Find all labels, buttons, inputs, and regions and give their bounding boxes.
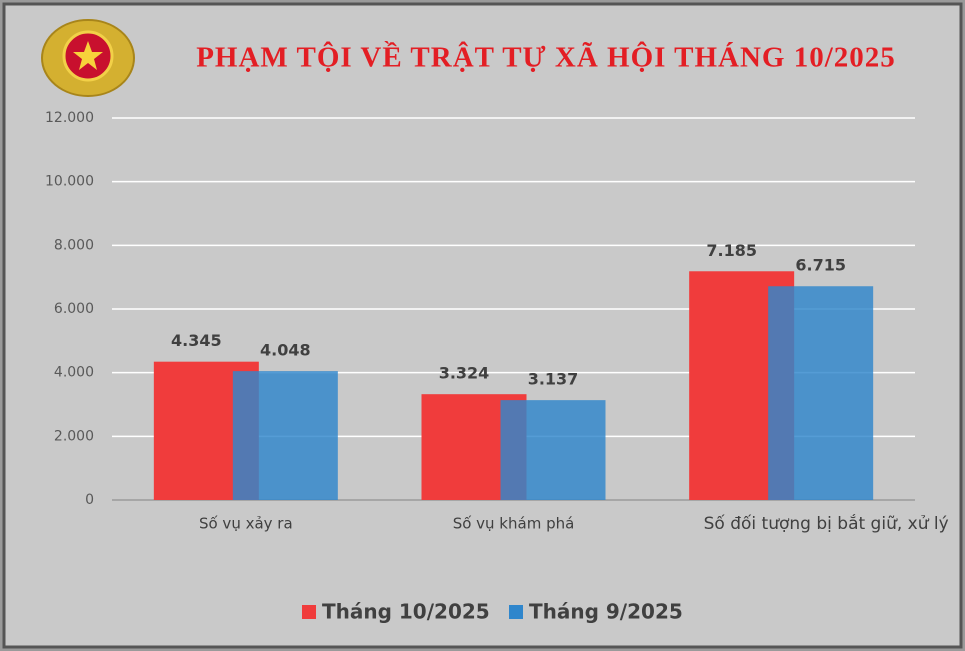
- legend-label: Tháng 10/2025: [322, 600, 490, 624]
- value-label: 4.048: [260, 341, 311, 360]
- y-tick-label: 12.000: [45, 110, 94, 126]
- bar: [232, 371, 338, 500]
- value-label: 7.185: [706, 241, 757, 260]
- y-tick-label: 4.000: [54, 365, 94, 381]
- x-tick-label: Số vụ khám phá: [453, 515, 575, 533]
- bar: [500, 400, 606, 500]
- x-tick-label: Số vụ xảy ra: [199, 515, 293, 533]
- chart-title: PHẠM TỘI VỀ TRẬT TỰ XÃ HỘI THÁNG 10/2025: [196, 40, 896, 74]
- x-tick-label: Số đối tượng bị bắt giữ, xử lý: [704, 513, 949, 534]
- y-tick-label: 8.000: [54, 237, 94, 253]
- legend-swatch: [302, 605, 316, 619]
- y-tick-label: 2.000: [54, 428, 94, 444]
- legend-label: Tháng 9/2025: [529, 600, 683, 624]
- legend-swatch: [509, 605, 523, 619]
- value-label: 3.324: [439, 364, 490, 383]
- y-tick-label: 0: [85, 492, 94, 508]
- y-tick-label: 10.000: [45, 174, 94, 190]
- value-label: 4.345: [171, 331, 222, 350]
- bar: [768, 286, 874, 500]
- value-label: 3.137: [528, 370, 579, 389]
- value-label: 6.715: [795, 256, 846, 275]
- y-tick-label: 6.000: [54, 301, 94, 317]
- logo: [41, 19, 135, 97]
